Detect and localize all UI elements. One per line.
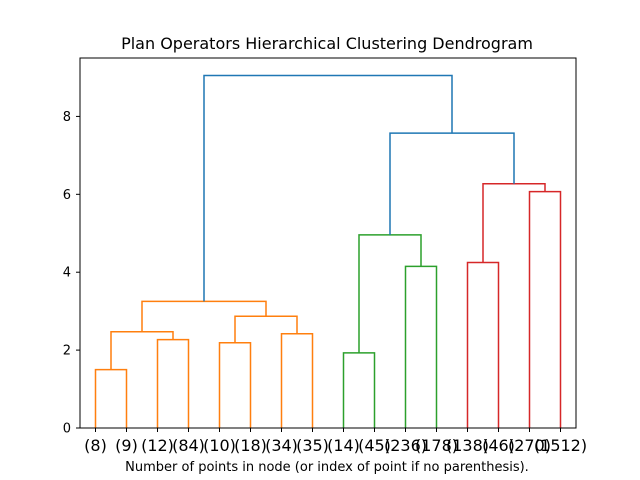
leaf-label: (236) — [384, 436, 427, 455]
link-orange-0 — [94, 368, 128, 428]
link-orange-3 — [218, 341, 252, 428]
leaf-label: (18) — [234, 436, 267, 455]
link-green-9 — [358, 234, 422, 353]
link-orange-5 — [234, 315, 298, 343]
dendrogram-links — [94, 74, 562, 428]
leaf-label: (1512) — [534, 436, 587, 455]
x-axis-label: Number of points in node (or index of po… — [125, 460, 529, 475]
leaf-label: (46) — [482, 436, 515, 455]
y-tick-label: 2 — [63, 344, 71, 359]
leaf-label: (10) — [203, 436, 236, 455]
link-red-12 — [482, 183, 546, 263]
y-tick-label: 4 — [63, 266, 71, 281]
x-axis: (8) (9) (12)(84)(10)(18)(34)(35)(14)(45)(2… — [84, 428, 587, 455]
y-axis: 0 2 4 6 8 — [63, 110, 80, 437]
link-green-8 — [404, 265, 438, 428]
leaf-label: (9) — [115, 436, 138, 455]
leaf-label: (178) — [415, 436, 458, 455]
leaf-label: (35) — [296, 436, 329, 455]
link-blue-14 — [203, 74, 453, 302]
leaf-label: (138) — [446, 436, 489, 455]
link-red-11 — [528, 190, 562, 428]
link-orange-4 — [280, 333, 314, 428]
leaf-label: (34) — [265, 436, 298, 455]
leaf-label: (270) — [508, 436, 551, 455]
leaf-label: (12) — [141, 436, 174, 455]
y-tick-label: 0 — [63, 422, 71, 437]
link-red-10 — [466, 261, 500, 428]
leaf-label: (14) — [327, 436, 360, 455]
y-tick-label: 8 — [63, 110, 71, 125]
link-orange-1 — [156, 338, 190, 428]
chart-title: Plan Operators Hierarchical Clustering D… — [121, 34, 533, 53]
link-green-7 — [342, 352, 376, 428]
leaf-label: (45) — [358, 436, 391, 455]
y-tick-label: 6 — [63, 188, 71, 203]
leaf-label: (8) — [84, 436, 107, 455]
leaf-label: (84) — [172, 436, 205, 455]
link-orange-2 — [110, 331, 174, 370]
plot-area-frame — [79, 57, 577, 429]
